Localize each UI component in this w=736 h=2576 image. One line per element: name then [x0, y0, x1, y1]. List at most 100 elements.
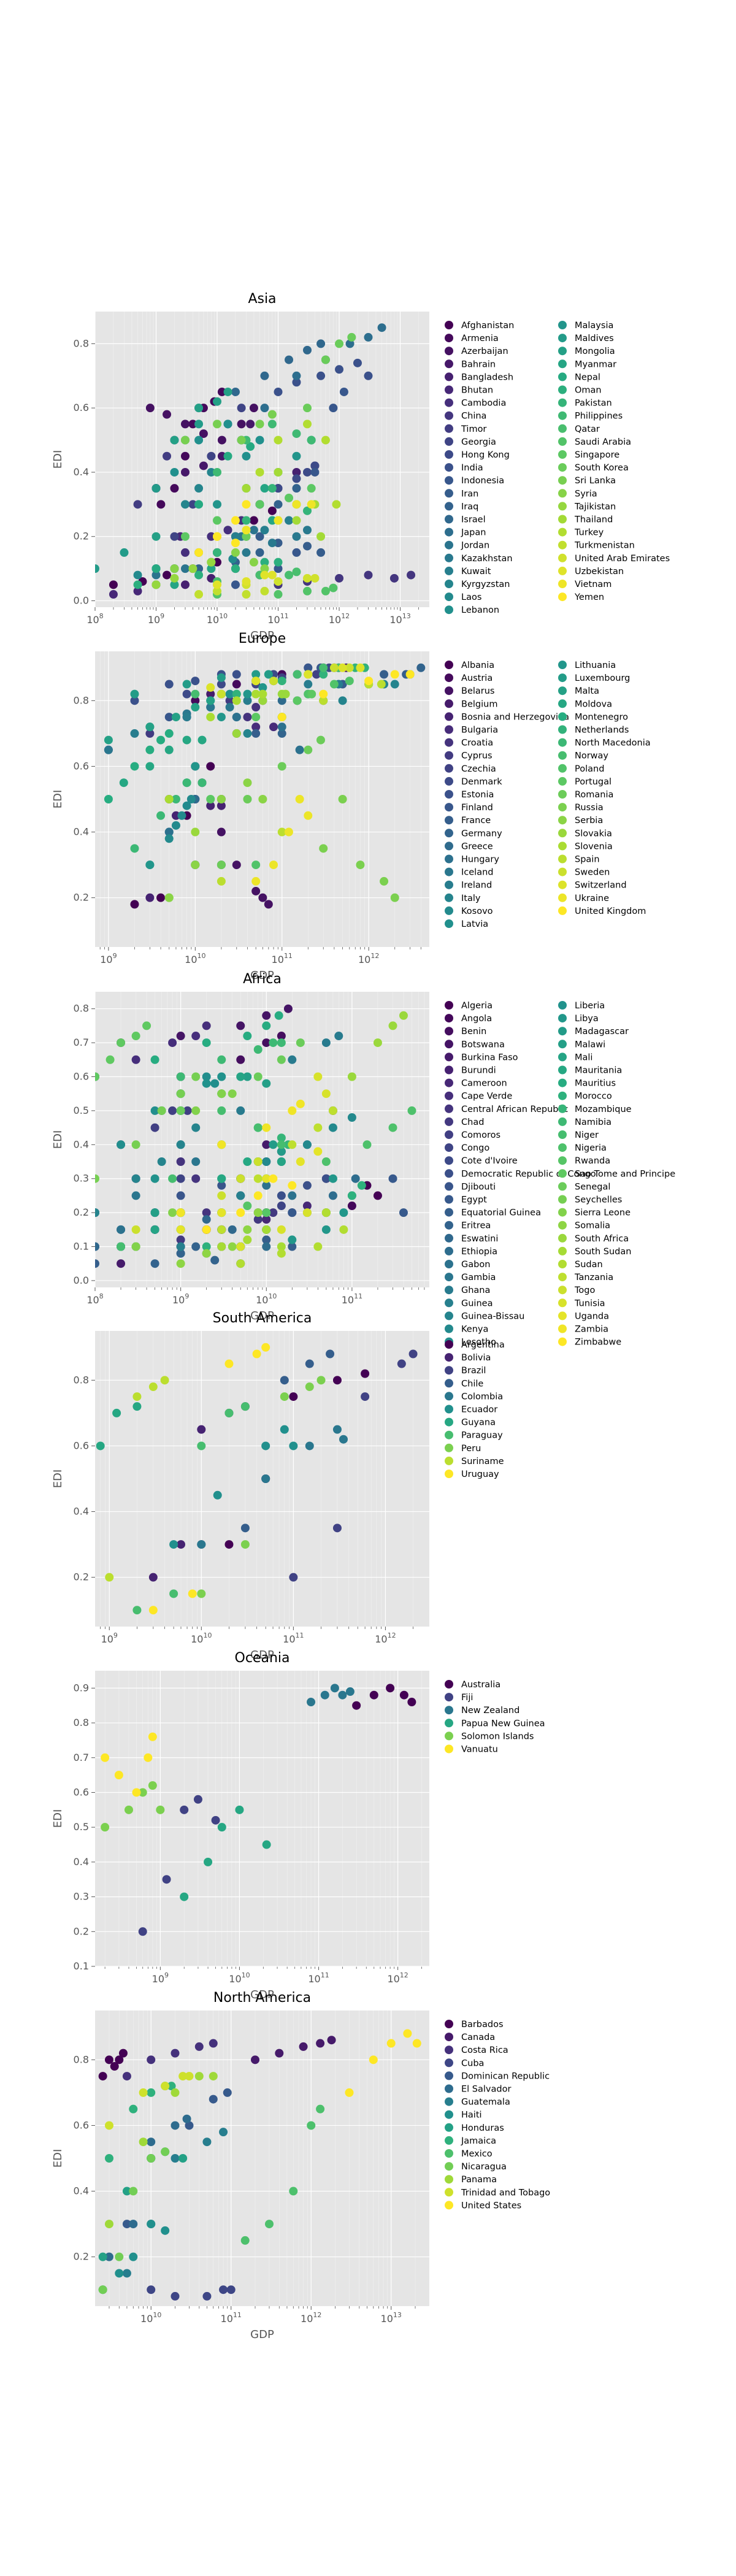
chart-asia-legend-label: Singapore — [575, 450, 619, 460]
chart-north-america-legend-label: Haiti — [461, 2110, 482, 2120]
chart-asia-point-iran — [302, 542, 312, 551]
chart-asia-legend-label: Kazakhstan — [461, 554, 513, 564]
chart-asia-point-vietnam — [274, 516, 283, 525]
chart-europe-point-luxembourg — [251, 670, 261, 679]
chart-asia-legend-marker-syria — [558, 489, 567, 498]
chart-africa-point-malawi — [262, 1079, 271, 1088]
chart-asia-point-armenia — [217, 387, 226, 396]
chart-africa-point-south-africa — [347, 1072, 356, 1081]
chart-asia-legend-marker-lebanon — [445, 605, 453, 615]
chart-south-america-point-uruguay — [252, 1349, 261, 1359]
chart-europe-point-slovakia — [191, 827, 200, 837]
chart-oceania-x-tick-exponent: 10 — [242, 1971, 250, 1979]
chart-asia-point-afghanistan — [267, 506, 277, 515]
chart-north-america-y-tick-label: 0.2 — [74, 2251, 89, 2263]
chart-africa-point-namibia — [269, 1038, 278, 1048]
chart-africa-point-namibia — [253, 1045, 263, 1054]
chart-africa-legend-marker-central-african-republic — [445, 1104, 453, 1113]
chart-north-america-point-el-salvador — [147, 2137, 156, 2147]
chart-africa-legend-marker-senegal — [558, 1182, 567, 1191]
chart-africa-point-morocco — [347, 1191, 356, 1200]
chart-asia-point-azerbaijan — [249, 404, 258, 413]
chart-africa-points — [95, 1004, 416, 1268]
chart-africa-legend-label: Angola — [461, 1014, 492, 1024]
chart-africa-legend-label: Ethiopia — [461, 1247, 497, 1257]
chart-africa-legend-marker-mali — [558, 1052, 567, 1062]
chart-north-america-legend-label: Dominican Republic — [461, 2071, 550, 2081]
chart-oceania-point-australia — [369, 1690, 378, 1700]
chart-asia: 108 109 1010 1011 1012 10130.00.20.40.60.8Asi… — [52, 291, 670, 642]
chart-asia-point-united-arab-emirates — [310, 573, 320, 583]
chart-asia-legend-label: Maldives — [575, 334, 614, 343]
chart-north-america-point-guatemala — [202, 2137, 212, 2147]
chart-oceania-x-tick-label: 109 — [152, 1971, 169, 1985]
chart-europe-legend-label: Luxembourg — [575, 673, 630, 683]
chart-oceania-point-fiji — [211, 1815, 220, 1825]
chart-europe-legend-marker-ukraine — [558, 893, 567, 902]
chart-europe-point-italy — [243, 729, 252, 738]
chart-africa-point-mauritius — [150, 1055, 159, 1064]
chart-north-america-x-tick-base: 10 — [381, 2313, 393, 2325]
chart-asia-point-nepal — [194, 500, 204, 509]
chart-asia-point-nepal — [246, 442, 255, 451]
chart-africa-point-guinea-bissau — [95, 1208, 99, 1217]
chart-europe-point-united-kingdom — [277, 713, 286, 722]
chart-europe-point-united-kingdom — [405, 670, 415, 679]
chart-europe-legend-marker-italy — [445, 893, 453, 902]
chart-africa-legend-label: Ghana — [461, 1286, 490, 1295]
chart-asia-point-mongolia — [170, 435, 179, 445]
chart-asia-point-azerbaijan — [145, 404, 155, 413]
chart-europe-point-ukraine — [295, 795, 304, 803]
chart-africa-legend-marker-south-africa — [558, 1233, 567, 1243]
chart-europe-x-tick-exponent: 11 — [284, 952, 293, 960]
chart-south-america-point-ecuador — [213, 1490, 222, 1500]
chart-africa-point-nigeria — [388, 1123, 397, 1132]
chart-africa-point-tanzania — [288, 1140, 297, 1149]
chart-africa-point-south-sudan — [262, 1225, 271, 1234]
chart-africa-point-liberia — [217, 1072, 226, 1081]
chart-africa-point-sao-tome-and-principe — [95, 1072, 99, 1081]
chart-europe-point-albania — [156, 893, 166, 902]
chart-oceania-legend-marker-solomon-islands — [445, 1731, 453, 1741]
chart-asia-legend-marker-myanmar — [558, 359, 567, 369]
chart-asia-legend-label: Kyrgyzstan — [461, 580, 510, 589]
chart-africa-legend-label: South Africa — [575, 1234, 629, 1244]
chart-asia-point-georgia — [188, 500, 197, 509]
chart-oceania-y-tick-label: 0.1 — [74, 1960, 89, 1972]
chart-south-america-legend-marker-bolivia — [445, 1353, 453, 1362]
chart-europe-point-iceland — [206, 703, 215, 712]
chart-north-america-point-honduras — [122, 2187, 131, 2196]
chart-asia-x-tick-exponent: 12 — [341, 612, 350, 620]
chart-asia-point-cambodia — [223, 526, 232, 535]
chart-oceania-point-papua-new-guinea — [217, 1823, 226, 1832]
chart-europe-point-austria — [191, 696, 200, 705]
chart-africa-legend-marker-libya — [558, 1014, 567, 1023]
chart-north-america-point-panama — [194, 2072, 204, 2081]
chart-oceania-y-tick-label: 0.5 — [74, 1821, 89, 1833]
chart-south-america-x-tick-base: 10 — [283, 1633, 295, 1645]
chart-oceania-y-tick-label: 0.9 — [74, 1682, 89, 1693]
chart-asia-point-uzbekistan — [267, 570, 277, 580]
chart-africa-point-niger — [117, 1242, 126, 1251]
chart-north-america-point-barbados — [98, 2072, 107, 2081]
chart-north-america-legend-marker-mexico — [445, 2149, 453, 2158]
chart-asia-point-afghanistan — [163, 570, 172, 580]
chart-africa-point-cape-verde — [191, 1032, 201, 1041]
chart-oceania-point-fiji — [138, 1927, 147, 1936]
chart-asia-legend-marker-tajikistan — [558, 502, 567, 511]
chart-africa-legend-label: Djibouti — [461, 1182, 496, 1192]
chart-europe-point-germany — [277, 729, 286, 738]
chart-asia-point-israel — [260, 371, 269, 380]
chart-asia-point-iraq — [274, 500, 283, 509]
chart-africa-point-gabon — [288, 1191, 297, 1200]
chart-oceania-point-australia — [399, 1690, 408, 1700]
chart-africa-point-togo — [131, 1225, 140, 1234]
chart-asia-point-pakistan — [302, 506, 312, 515]
chart-europe-point-luxembourg — [182, 680, 191, 689]
chart-asia-legend-label: Syria — [575, 489, 597, 499]
chart-europe-point-serbia — [217, 795, 226, 803]
chart-europe-point-lithuania — [217, 713, 226, 722]
chart-europe-x-tick-base: 10 — [358, 954, 370, 965]
chart-north-america-point-guatemala — [122, 2269, 131, 2278]
chart-europe-point-norway — [293, 670, 302, 679]
